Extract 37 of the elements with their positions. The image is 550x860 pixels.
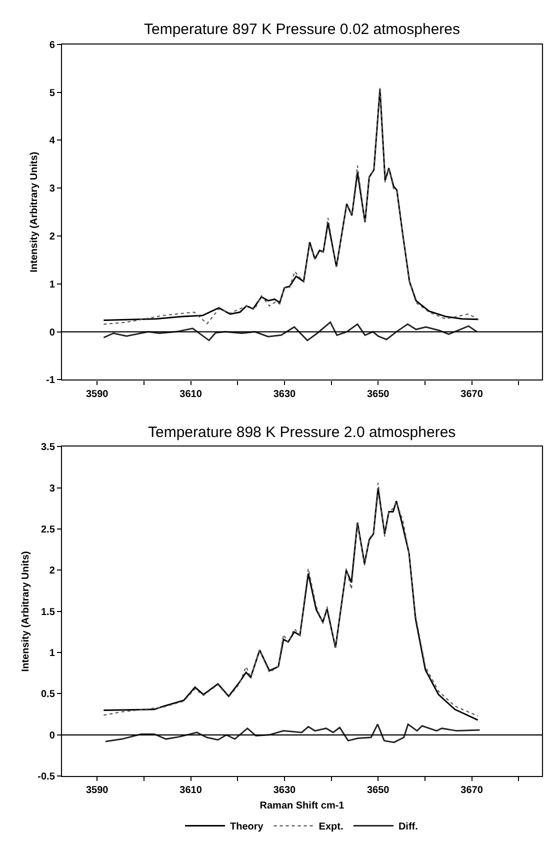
x-tick-label: 3610 xyxy=(180,785,202,796)
y-axis-title: Intensity (Arbitrary Units) xyxy=(28,152,40,272)
legend-label: Theory xyxy=(230,822,264,833)
y-tick-label: 5 xyxy=(49,88,56,99)
y-tick-label: 0 xyxy=(49,327,56,338)
y-tick-label: 0.5 xyxy=(40,689,56,700)
y-tick-label: 3 xyxy=(49,184,56,195)
legend-label: Diff. xyxy=(398,822,418,833)
x-tick-label: 3590 xyxy=(86,388,109,400)
chart-title: Temperature 898 K Pressure 2.0 atmospheres xyxy=(148,424,456,441)
x-tick-label: 3610 xyxy=(180,388,202,400)
x-tick-label: 3630 xyxy=(273,388,296,400)
y-tick-label: 4 xyxy=(49,136,56,147)
x-tick-label: 3590 xyxy=(86,785,109,796)
x-tick-label: 3630 xyxy=(273,785,296,796)
y-tick-label: -1 xyxy=(46,375,56,386)
y-axis-title: Intensity (Arbitrary Units) xyxy=(20,551,32,672)
y-tick-label: 6 xyxy=(49,40,56,51)
x-tick-label: 3670 xyxy=(460,785,484,796)
legend-label: Expt. xyxy=(318,822,344,833)
y-tick-label: 2.5 xyxy=(40,524,56,536)
y-tick-label: 3 xyxy=(49,483,56,494)
y-tick-label: 2 xyxy=(49,232,56,243)
x-tick-label: 3650 xyxy=(366,785,390,796)
y-tick-label: -0.5 xyxy=(38,772,56,783)
x-axis-title: Raman Shift cm-1 xyxy=(260,800,345,812)
y-tick-label: 0 xyxy=(49,730,56,742)
x-tick-label: 3670 xyxy=(460,388,484,400)
y-tick-label: 1.5 xyxy=(40,606,56,618)
y-tick-label: 1 xyxy=(49,648,56,660)
y-tick-label: 2 xyxy=(49,566,56,577)
chart-title: Temperature 897 K Pressure 0.02 atmospheres xyxy=(144,21,460,38)
x-tick-label: 3650 xyxy=(366,388,390,400)
y-tick-label: 3.5 xyxy=(40,442,56,454)
y-tick-label: 1 xyxy=(49,279,56,290)
line-series xyxy=(102,321,478,342)
line-series xyxy=(104,723,480,744)
